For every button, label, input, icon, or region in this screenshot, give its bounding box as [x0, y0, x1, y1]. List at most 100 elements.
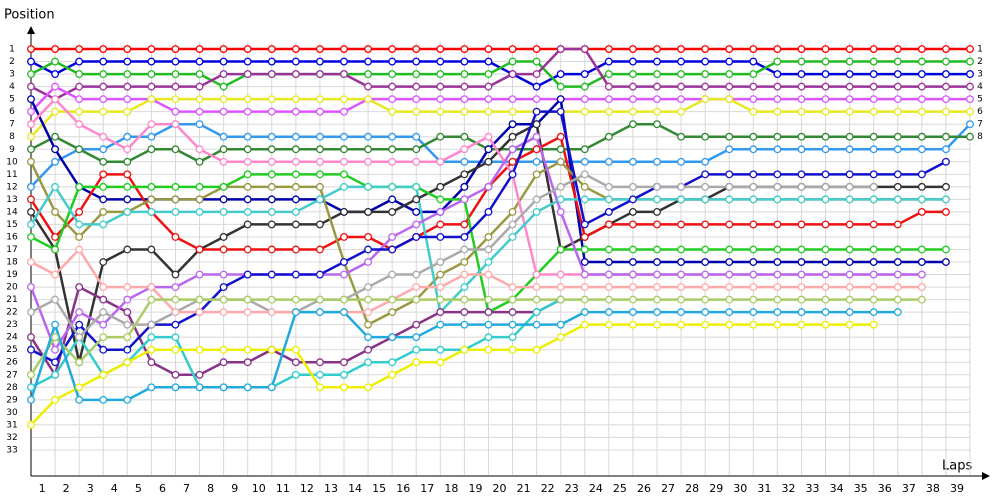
- point: [677, 320, 686, 329]
- point: [388, 45, 397, 53]
- point: [773, 70, 782, 79]
- y-tick-label: 24: [6, 333, 18, 343]
- point: [27, 70, 35, 79]
- y-tick-label: 18: [6, 258, 18, 268]
- point: [893, 295, 902, 304]
- point: [677, 245, 686, 254]
- point: [460, 295, 469, 304]
- point: [171, 107, 180, 116]
- point: [773, 145, 782, 154]
- point: [701, 170, 710, 179]
- point: [171, 120, 180, 129]
- point: [604, 45, 613, 53]
- point: [701, 320, 710, 329]
- point: [917, 70, 926, 79]
- point: [917, 57, 926, 66]
- point: [941, 70, 950, 79]
- point: [123, 45, 132, 53]
- x-tick-label: 28: [685, 482, 699, 495]
- point: [604, 57, 613, 66]
- point: [653, 283, 661, 292]
- x-tick-label: 20: [493, 482, 507, 495]
- point: [267, 220, 276, 229]
- point: [797, 270, 806, 279]
- point: [99, 295, 108, 304]
- y-tick-label: 6: [9, 107, 15, 117]
- y-tick-label: 1: [9, 45, 15, 55]
- point: [484, 182, 493, 191]
- point: [291, 145, 300, 154]
- point: [773, 195, 782, 204]
- point: [340, 145, 348, 154]
- point: [677, 258, 686, 266]
- point: [677, 220, 686, 229]
- point: [243, 132, 252, 141]
- point: [677, 195, 686, 204]
- x-tick-label: 8: [207, 482, 214, 495]
- point: [484, 157, 493, 166]
- point: [869, 170, 878, 179]
- point: [701, 57, 710, 66]
- point: [580, 283, 589, 292]
- point: [75, 383, 84, 392]
- point: [340, 95, 348, 104]
- point: [171, 145, 180, 154]
- y-tick-label: 25: [6, 345, 17, 355]
- point: [388, 70, 397, 79]
- point: [51, 82, 60, 91]
- point: [51, 157, 60, 166]
- point: [51, 70, 60, 79]
- point: [845, 308, 854, 317]
- point: [893, 170, 902, 179]
- point: [821, 95, 830, 104]
- point: [821, 270, 830, 279]
- point: [51, 395, 60, 404]
- point: [917, 270, 926, 279]
- point: [147, 345, 156, 354]
- point: [749, 220, 758, 229]
- point: [508, 107, 517, 116]
- point: [315, 45, 324, 53]
- series-group: [27, 45, 974, 429]
- y-tick-label: 26: [6, 358, 18, 368]
- point: [171, 57, 180, 66]
- point: [508, 70, 517, 79]
- x-tick-label: 16: [396, 482, 410, 495]
- point: [315, 270, 324, 279]
- point: [556, 195, 565, 204]
- point: [653, 157, 661, 166]
- point: [75, 283, 84, 292]
- point: [484, 295, 493, 304]
- point: [388, 95, 397, 104]
- point: [123, 145, 132, 154]
- point: [701, 245, 710, 254]
- point: [556, 70, 565, 79]
- point: [460, 182, 469, 191]
- point: [556, 207, 565, 216]
- point: [556, 45, 565, 53]
- point: [219, 283, 228, 292]
- point: [412, 295, 421, 304]
- x-tick-label: 35: [854, 482, 868, 495]
- point: [123, 395, 132, 404]
- x-tick-label: 23: [565, 482, 579, 495]
- point: [773, 320, 782, 329]
- point: [821, 283, 830, 292]
- point: [893, 70, 902, 79]
- point: [484, 107, 493, 116]
- point: [75, 145, 84, 154]
- point: [773, 95, 782, 104]
- point: [412, 270, 421, 279]
- point: [797, 295, 806, 304]
- point: [508, 283, 517, 292]
- series-line: [29, 298, 922, 376]
- point: [436, 182, 445, 191]
- x-tick-label: 38: [926, 482, 940, 495]
- point: [653, 70, 661, 79]
- point: [147, 358, 156, 367]
- point: [917, 107, 926, 116]
- point: [340, 70, 348, 79]
- point: [725, 170, 734, 179]
- point: [917, 45, 926, 53]
- point: [677, 57, 686, 66]
